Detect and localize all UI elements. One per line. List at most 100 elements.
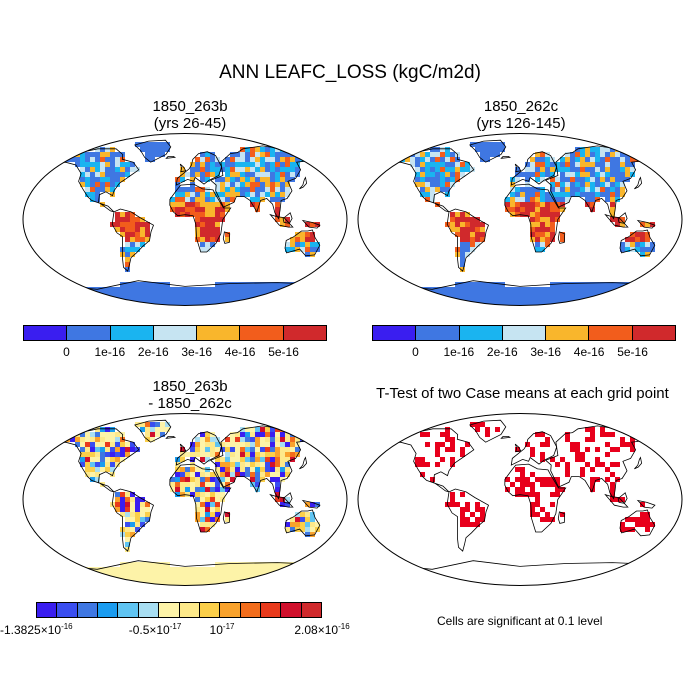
map-grid-cell bbox=[510, 202, 515, 207]
map-grid-cell bbox=[530, 172, 535, 177]
map-grid-cell bbox=[465, 302, 470, 306]
map-grid-cell bbox=[540, 217, 545, 222]
coastline bbox=[299, 176, 308, 190]
map-grid-cell bbox=[575, 442, 580, 447]
map-grid-cell bbox=[140, 232, 145, 237]
map-grid-cell bbox=[590, 167, 595, 172]
map-grid-cell bbox=[190, 297, 195, 302]
map-grid-cell bbox=[545, 232, 550, 237]
map-grid-cell bbox=[280, 222, 285, 227]
map-grid-cell bbox=[80, 447, 85, 452]
map-grid-cell bbox=[640, 252, 645, 257]
map-grid-cell bbox=[225, 197, 230, 202]
map-grid-cell bbox=[245, 177, 250, 182]
map-grid-cell bbox=[155, 582, 160, 586]
map-grid-cell bbox=[460, 302, 465, 306]
map-grid-cell bbox=[190, 192, 195, 197]
map-grid-cell bbox=[455, 162, 460, 167]
map-grid-cell bbox=[470, 247, 475, 252]
map-grid-cell bbox=[575, 152, 580, 157]
map-grid-cell bbox=[125, 172, 130, 177]
map-grid-cell bbox=[170, 487, 175, 492]
map-grid-cell bbox=[490, 287, 495, 292]
map-grid-cell bbox=[185, 492, 190, 497]
map-grid-cell bbox=[205, 197, 210, 202]
map-grid-cell bbox=[225, 442, 230, 447]
map-grid-cell bbox=[185, 302, 190, 306]
map-grid-cell bbox=[460, 282, 465, 287]
map-grid-cell bbox=[225, 447, 230, 452]
map-grid-cell bbox=[195, 302, 200, 306]
map-grid-cell bbox=[610, 297, 615, 302]
map-grid-cell bbox=[230, 457, 235, 462]
map-grid-cell bbox=[460, 222, 465, 227]
map-grid-cell bbox=[570, 167, 575, 172]
map-grid-cell bbox=[125, 517, 130, 522]
map-grid-cell bbox=[595, 192, 600, 197]
map-grid-cell bbox=[255, 172, 260, 177]
map-grid-cell bbox=[510, 482, 515, 487]
map-grid-cell bbox=[590, 287, 595, 292]
map-grid-cell bbox=[265, 442, 270, 447]
map-grid-cell bbox=[155, 422, 160, 427]
map-grid-cell bbox=[570, 182, 575, 187]
map-grid-cell bbox=[510, 192, 515, 197]
map-grid-cell bbox=[205, 152, 210, 157]
map-grid-cell bbox=[265, 172, 270, 177]
map-grid-cell bbox=[120, 447, 125, 452]
map-grid-cell bbox=[145, 287, 150, 292]
map-grid-cell bbox=[570, 157, 575, 162]
map-grid-cell bbox=[255, 447, 260, 452]
map-grid-cell bbox=[445, 167, 450, 172]
map-grid-cell bbox=[180, 472, 185, 477]
map-grid-cell bbox=[270, 467, 275, 472]
map-grid-cell bbox=[245, 187, 250, 192]
map-grid-cell bbox=[245, 302, 250, 306]
map-grid-cell bbox=[225, 282, 230, 287]
panel-3-title: 1850_263b - 1850_262c bbox=[95, 378, 285, 412]
map-grid-cell bbox=[145, 517, 150, 522]
map-grid-cell bbox=[295, 517, 300, 522]
map-grid-cell bbox=[190, 292, 195, 297]
map-grid-cell bbox=[90, 157, 95, 162]
coastline bbox=[51, 428, 140, 493]
map-grid-cell bbox=[570, 192, 575, 197]
map-grid-cell bbox=[470, 302, 475, 306]
map-grid-cell bbox=[640, 242, 645, 247]
map-grid-cell bbox=[605, 177, 610, 182]
map-grid-cell bbox=[185, 477, 190, 482]
map-grid-cell bbox=[125, 547, 130, 552]
map-grid-cell bbox=[540, 212, 545, 217]
map-grid-cell bbox=[180, 582, 185, 586]
map-grid-cell bbox=[440, 152, 445, 157]
map-grid-cell bbox=[590, 467, 595, 472]
map-grid-cell bbox=[105, 167, 110, 172]
map-grid-cell bbox=[95, 427, 100, 432]
map-grid-cell bbox=[105, 452, 110, 457]
map-grid-cell bbox=[640, 152, 645, 157]
map-grid-cell bbox=[535, 292, 540, 297]
map-grid-cell bbox=[460, 492, 465, 497]
map-grid-cell bbox=[540, 242, 545, 247]
map-grid-cell bbox=[645, 252, 650, 257]
map-grid-cell bbox=[455, 502, 460, 507]
map-grid-cell bbox=[425, 462, 430, 467]
map-grid-cell bbox=[210, 447, 215, 452]
map-grid-cell bbox=[135, 217, 140, 222]
map-grid-cell bbox=[140, 297, 145, 302]
map-grid-cell bbox=[275, 202, 280, 207]
map-grid-cell bbox=[135, 167, 140, 172]
map-grid-cell bbox=[215, 197, 220, 202]
map-grid-cell bbox=[150, 147, 155, 152]
map-grid-cell bbox=[195, 447, 200, 452]
map-grid-cell bbox=[595, 282, 600, 287]
map-grid-cell bbox=[310, 242, 315, 247]
map-grid-cell bbox=[455, 282, 460, 287]
map-grid-cell bbox=[280, 162, 285, 167]
map-grid-cell bbox=[280, 452, 285, 457]
map-grid-cell bbox=[175, 192, 180, 197]
map-grid-cell bbox=[250, 157, 255, 162]
map-grid-cell bbox=[620, 217, 625, 222]
map-grid-cell bbox=[175, 202, 180, 207]
map-grid-cell bbox=[490, 282, 495, 287]
